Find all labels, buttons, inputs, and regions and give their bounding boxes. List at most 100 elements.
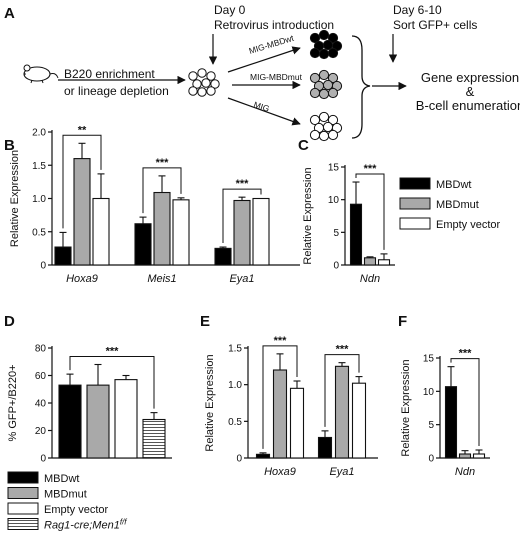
legend-label: MBDwt — [436, 179, 471, 191]
y-tick-label: 0.5 — [228, 417, 242, 428]
significance-bracket — [450, 358, 480, 446]
panel-label-b: B — [4, 137, 15, 154]
bar — [86, 384, 110, 459]
significance-label: *** — [156, 157, 170, 169]
bar — [233, 199, 251, 266]
y-tick-label: 20 — [35, 426, 47, 437]
significance-label: *** — [236, 178, 250, 190]
x-tick-label: Ndn — [455, 466, 475, 478]
y-tick-label: 1.5 — [32, 161, 46, 172]
y-tick-label: 80 — [35, 344, 47, 355]
y-tick-label: 2.0 — [32, 128, 46, 139]
x-tick-label: Ndn — [360, 273, 380, 285]
y-axis-label: Relative Expression — [400, 359, 412, 456]
legend-swatch — [399, 177, 431, 190]
bar — [317, 436, 333, 459]
significance-label: *** — [336, 344, 350, 356]
cell-icon — [309, 129, 321, 141]
cell-icon — [206, 71, 216, 81]
legend-bottom: MBDwt MBDmut Empty vector Rag1-cre;Men1f/f — [7, 471, 127, 532]
cell-icon — [322, 79, 334, 91]
cell-icon — [318, 69, 330, 81]
y-tick-label: 0.5 — [32, 227, 46, 238]
chart-panel-d: D 0 20 40 60 80 % GFP+/B220+ *** — [4, 313, 172, 465]
arrow-mig — [227, 97, 301, 126]
bar — [134, 223, 152, 266]
legend-label: MBDmut — [436, 199, 479, 211]
significance-label: *** — [459, 348, 473, 360]
y-tick-label: 1.0 — [32, 194, 46, 205]
bar — [351, 382, 367, 459]
panel-label-e: E — [200, 313, 210, 330]
cell-icon — [188, 71, 198, 81]
y-tick-label: 0 — [428, 454, 434, 465]
panel-label-c: C — [298, 137, 309, 154]
cell-icon — [327, 114, 339, 126]
bar — [472, 453, 486, 459]
retrovirus-label: Retrovirus introduction — [214, 18, 334, 32]
panel-label-f: F — [398, 313, 407, 330]
legend-label: MBDwt — [44, 473, 79, 485]
arrow-label-mig: MIG — [252, 99, 270, 113]
cell-icon — [197, 68, 207, 78]
enrichment-text-2: or lineage depletion — [64, 84, 169, 98]
bar — [458, 453, 472, 459]
bar — [73, 158, 91, 266]
cell-icon — [327, 87, 339, 99]
output-text-1: Gene expression — [421, 70, 519, 85]
significance-label: ** — [78, 124, 87, 136]
x-tick-label: Hoxa9 — [264, 466, 296, 478]
x-tick-label: Eya1 — [229, 273, 254, 285]
day610-label: Day 6-10 — [393, 3, 442, 17]
cell-icon — [309, 47, 321, 59]
y-tick-label: 15 — [423, 354, 435, 365]
significance-bracket — [262, 345, 298, 449]
legend-label: MBDmut — [44, 489, 87, 501]
significance-label: *** — [106, 346, 120, 358]
legend-label: Rag1-cre;Men1f/f — [44, 518, 127, 532]
chart-panel-f: F 0 5 10 15 Relative Expression Ndn *** — [398, 313, 490, 478]
significance-bracket — [62, 134, 102, 229]
significance-bracket — [142, 167, 182, 214]
y-tick-label: 60 — [35, 371, 47, 382]
y-tick-label: 15 — [328, 163, 340, 174]
cell-icon — [192, 79, 202, 89]
chart-panel-c: C 0 5 10 15 Relative Expression Ndn *** — [298, 137, 395, 285]
panel-a: A B220 enrichment or lineage depletion D… — [4, 3, 520, 142]
legend-top: MBDwt MBDmut Empty vector — [399, 177, 501, 231]
x-tick-label: Hoxa9 — [66, 273, 98, 285]
legend-label: Empty vector — [44, 504, 109, 516]
cell-icon — [322, 39, 334, 51]
legend-swatch — [399, 197, 431, 210]
y-tick-label: 0 — [40, 454, 46, 465]
cell-icon — [327, 47, 339, 59]
bar — [349, 203, 363, 266]
sort-label: Sort GFP+ cells — [393, 18, 477, 32]
x-tick-label: Eya1 — [329, 466, 354, 478]
y-tick-label: 40 — [35, 399, 47, 410]
bar — [114, 379, 138, 459]
bar — [289, 387, 305, 459]
cell-icon — [327, 72, 339, 84]
cell-icon — [327, 129, 339, 141]
legend-swatch — [7, 487, 39, 499]
legend-swatch — [7, 502, 39, 515]
bar — [153, 191, 171, 266]
bar — [58, 384, 82, 459]
x-tick-label: Meis1 — [147, 273, 176, 285]
cell-icon — [327, 32, 339, 44]
arrow-label-mbdmut: MIG-MBDmut — [250, 72, 303, 82]
y-tick-label: 0 — [40, 261, 46, 272]
bar — [92, 197, 110, 266]
y-tick-label: 0 — [333, 261, 339, 272]
bar — [172, 199, 190, 266]
panel-label-d: D — [4, 313, 15, 330]
cell-icon — [309, 72, 321, 84]
y-tick-label: 0 — [236, 454, 242, 465]
bar — [444, 386, 458, 459]
cell-icon — [197, 87, 207, 97]
significance-label: *** — [274, 335, 288, 347]
cell-icon — [318, 29, 330, 41]
legend-label-superscript: f/f — [120, 518, 127, 527]
significance-bracket — [324, 354, 360, 427]
